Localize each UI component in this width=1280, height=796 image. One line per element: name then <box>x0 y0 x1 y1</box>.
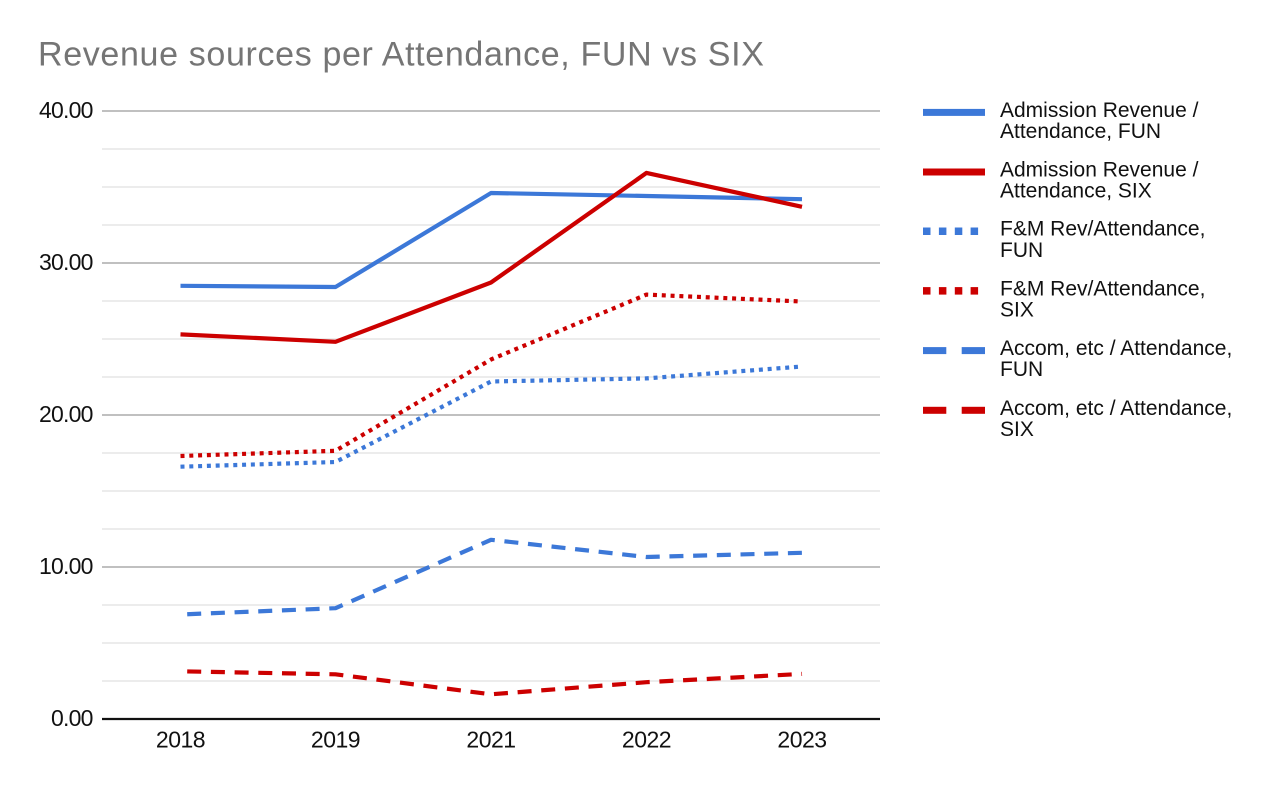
svg-text:2022: 2022 <box>622 727 671 753</box>
svg-text:Accom, etc / Attendance,: Accom, etc / Attendance, <box>1000 337 1232 360</box>
svg-text:20.00: 20.00 <box>39 401 93 427</box>
svg-text:2019: 2019 <box>311 727 360 753</box>
svg-text:FUN: FUN <box>1000 358 1043 381</box>
svg-text:Accom, etc / Attendance,: Accom, etc / Attendance, <box>1000 397 1232 420</box>
svg-text:F&M Rev/Attendance,: F&M Rev/Attendance, <box>1000 277 1205 300</box>
svg-text:2018: 2018 <box>156 727 205 753</box>
svg-text:30.00: 30.00 <box>39 249 93 275</box>
svg-text:Admission Revenue /: Admission Revenue / <box>1000 159 1199 182</box>
svg-text:2023: 2023 <box>777 727 826 753</box>
svg-text:FUN: FUN <box>1000 239 1043 262</box>
svg-text:Attendance, SIX: Attendance, SIX <box>1000 180 1152 203</box>
svg-text:Admission Revenue /: Admission Revenue / <box>1000 99 1199 122</box>
svg-text:Attendance, FUN: Attendance, FUN <box>1000 120 1161 143</box>
svg-text:0.00: 0.00 <box>51 705 93 731</box>
svg-text:F&M Rev/Attendance,: F&M Rev/Attendance, <box>1000 218 1205 241</box>
svg-text:SIX: SIX <box>1000 418 1034 441</box>
svg-text:SIX: SIX <box>1000 298 1034 321</box>
svg-text:Revenue sources per Attendance: Revenue sources per Attendance, FUN vs S… <box>38 36 765 74</box>
svg-text:40.00: 40.00 <box>39 97 93 123</box>
svg-text:10.00: 10.00 <box>39 553 93 579</box>
svg-text:2021: 2021 <box>466 727 515 753</box>
